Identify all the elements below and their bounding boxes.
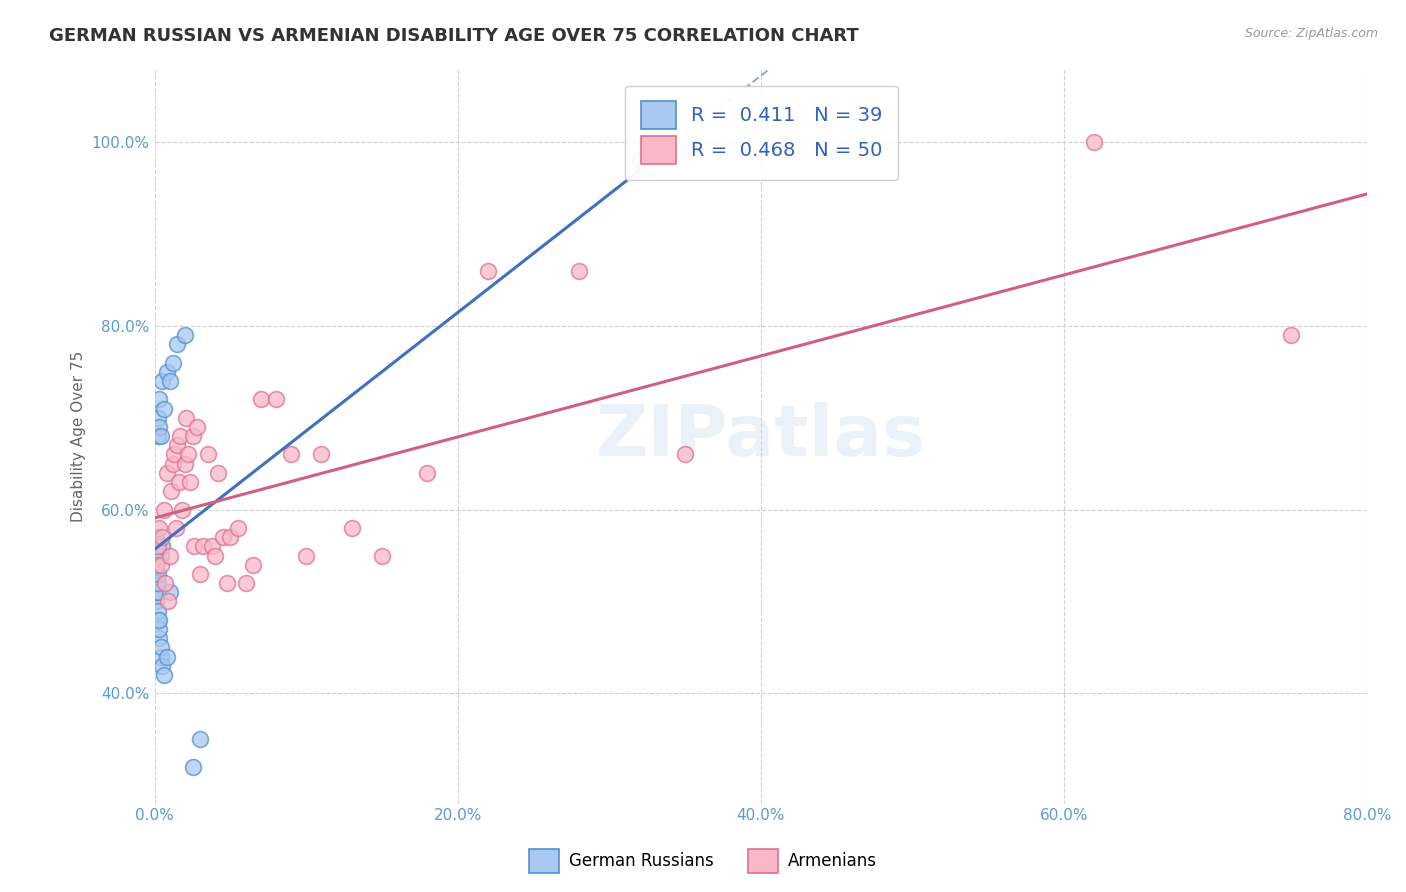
Point: [150, 658, 173, 673]
Point: [371, 549, 394, 563]
Point: [146, 566, 169, 581]
Point: [188, 732, 211, 747]
Point: [145, 539, 167, 553]
Point: [242, 558, 264, 572]
Point: [1083, 135, 1105, 149]
Point: [160, 484, 183, 499]
Point: [191, 539, 214, 553]
Point: [235, 576, 257, 591]
Point: [145, 566, 167, 581]
Point: [673, 447, 696, 461]
Point: [219, 530, 242, 544]
Point: [149, 558, 172, 572]
Point: [197, 447, 219, 461]
Text: ZIPatlas: ZIPatlas: [596, 401, 925, 471]
Point: [146, 576, 169, 591]
Point: [146, 410, 169, 425]
Point: [181, 429, 204, 443]
Point: [152, 502, 174, 516]
Point: [167, 475, 190, 489]
Point: [207, 466, 229, 480]
Point: [162, 355, 184, 369]
Point: [166, 337, 188, 351]
Point: [163, 447, 186, 461]
Point: [226, 521, 249, 535]
Point: [145, 549, 167, 563]
Point: [155, 576, 177, 591]
Point: [145, 558, 167, 572]
Point: [174, 328, 197, 343]
Legend: German Russians, Armenians: German Russians, Armenians: [523, 842, 883, 880]
Point: [148, 420, 170, 434]
Point: [1279, 328, 1302, 343]
Point: [146, 613, 169, 627]
Point: [150, 530, 173, 544]
Point: [146, 585, 169, 599]
Point: [311, 447, 333, 461]
Point: [166, 438, 188, 452]
Point: [146, 429, 169, 443]
Point: [186, 420, 208, 434]
Point: [181, 760, 204, 774]
Point: [150, 539, 173, 553]
Point: [148, 613, 170, 627]
Point: [148, 392, 170, 407]
Point: [340, 521, 363, 535]
Point: [149, 429, 172, 443]
Point: [145, 576, 167, 591]
Point: [264, 392, 287, 407]
Text: Source: ZipAtlas.com: Source: ZipAtlas.com: [1244, 27, 1378, 40]
Legend: R =  0.411   N = 39, R =  0.468   N = 50: R = 0.411 N = 39, R = 0.468 N = 50: [626, 86, 898, 179]
Point: [477, 263, 499, 277]
Point: [295, 549, 318, 563]
Point: [159, 585, 181, 599]
Point: [179, 475, 201, 489]
Point: [159, 549, 181, 563]
Point: [201, 539, 224, 553]
Point: [280, 447, 302, 461]
Point: [149, 549, 172, 563]
Point: [149, 640, 172, 655]
Point: [152, 668, 174, 682]
Point: [148, 622, 170, 636]
Point: [165, 521, 187, 535]
Point: [145, 558, 167, 572]
Point: [156, 365, 179, 379]
Point: [148, 521, 170, 535]
Point: [183, 539, 205, 553]
Point: [156, 466, 179, 480]
Point: [211, 530, 233, 544]
Point: [156, 649, 179, 664]
Point: [416, 466, 439, 480]
Point: [174, 457, 197, 471]
Point: [162, 457, 184, 471]
Point: [170, 502, 193, 516]
Point: [628, 153, 651, 168]
Point: [149, 649, 172, 664]
Point: [188, 566, 211, 581]
Y-axis label: Disability Age Over 75: Disability Age Over 75: [72, 351, 86, 522]
Point: [176, 410, 198, 425]
Point: [145, 530, 167, 544]
Point: [217, 576, 239, 591]
Point: [146, 604, 169, 618]
Point: [169, 429, 191, 443]
Text: GERMAN RUSSIAN VS ARMENIAN DISABILITY AGE OVER 75 CORRELATION CHART: GERMAN RUSSIAN VS ARMENIAN DISABILITY AG…: [49, 27, 859, 45]
Point: [249, 392, 271, 407]
Point: [145, 594, 167, 608]
Point: [148, 631, 170, 645]
Point: [145, 585, 167, 599]
Point: [152, 401, 174, 416]
Point: [159, 374, 181, 388]
Point: [157, 594, 180, 608]
Point: [146, 539, 169, 553]
Point: [150, 374, 173, 388]
Point: [204, 549, 226, 563]
Point: [177, 447, 200, 461]
Point: [568, 263, 591, 277]
